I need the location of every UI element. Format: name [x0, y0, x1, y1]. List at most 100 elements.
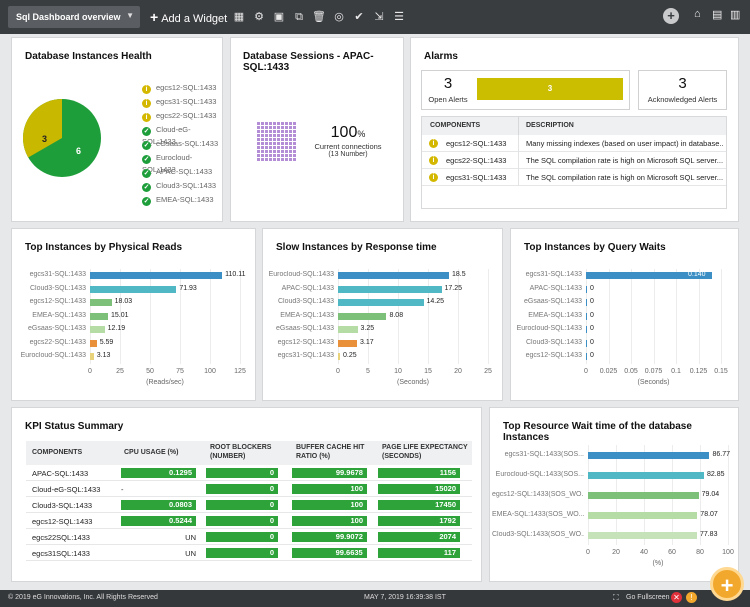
- kpi-header-buffer: BUFFER CACHE HIT RATIO (%): [296, 444, 365, 460]
- kpi-row[interactable]: APAC-SQL:1433 0.1295 0 99.9678 1156: [26, 465, 472, 481]
- alarm-row[interactable]: i egcs22-SQL:1433 The SQL compilation rate…: [422, 152, 726, 169]
- bar-category-label: Eurocloud-SQL:1433: [20, 352, 86, 360]
- legend-item[interactable]: ✓ Cloud-eG-SQL:1433: [142, 124, 222, 146]
- bar[interactable]: [338, 353, 340, 361]
- bar[interactable]: [338, 272, 449, 280]
- alarm-row[interactable]: i egcs31-SQL:1433 The SQL compilation rate…: [422, 169, 726, 186]
- legend-item[interactable]: ✓ Cloud3-SQL:1433: [142, 180, 217, 192]
- add-widget-button[interactable]: + Add a Widget: [150, 9, 227, 25]
- alarms-table-header: COMPONENTS DESCRIPTION: [422, 117, 726, 135]
- legend-label: EMEA-SQL:1433: [156, 195, 214, 204]
- gear-icon[interactable]: ⚙: [254, 11, 264, 23]
- bar[interactable]: [586, 299, 587, 307]
- legend-item[interactable]: i egcs12-SQL:1433: [142, 82, 216, 94]
- bar[interactable]: [338, 326, 358, 334]
- fullscreen-icon[interactable]: ⛶: [613, 593, 619, 602]
- footer-bar: © 2019 eG Innovations, Inc. All Rights R…: [0, 590, 750, 607]
- bar-value-label: 12.19: [107, 325, 126, 333]
- kpi-row[interactable]: egcs31SQL:1433 UN 0 99.6635 117: [26, 545, 472, 561]
- bar[interactable]: [90, 272, 223, 280]
- bar[interactable]: [586, 312, 587, 320]
- share-icon[interactable]: ◎: [334, 11, 344, 23]
- bar-value-label: 3.25: [360, 325, 375, 333]
- footer-timestamp: MAY 7, 2019 16:39:38 IST: [364, 594, 446, 601]
- bar[interactable]: [586, 339, 587, 347]
- bar[interactable]: [338, 285, 442, 293]
- axis-tick-label: 20: [454, 367, 462, 375]
- copyright-text: © 2019 eG Innovations, Inc. All Rights R…: [8, 594, 158, 601]
- bar[interactable]: [90, 312, 108, 320]
- add-widget-fab[interactable]: +: [710, 567, 744, 601]
- report-icon[interactable]: ☰: [394, 11, 404, 23]
- bar-value-label: 8.08: [389, 311, 404, 319]
- root-blockers-bar: 0: [206, 516, 278, 526]
- copy-icon[interactable]: ⧉: [295, 11, 303, 23]
- axis-tick-label: 20: [612, 549, 620, 556]
- bar[interactable]: [586, 353, 587, 361]
- trash-icon[interactable]: 🗑: [312, 11, 326, 23]
- bar[interactable]: [588, 531, 697, 539]
- bar[interactable]: [586, 272, 712, 280]
- kpi-row[interactable]: egcs22SQL:1433 UN 0 99.9072 2074: [26, 529, 472, 545]
- check-circle-icon: ✓: [142, 141, 151, 150]
- add-circle-button[interactable]: +: [663, 8, 679, 24]
- notes-icon[interactable]: ▥: [730, 9, 741, 21]
- kpi-row[interactable]: Cloud3-SQL:1433 0.0803 0 100 17450: [26, 497, 472, 513]
- axis-tick-label: 0.1: [671, 367, 681, 375]
- bar[interactable]: [586, 326, 587, 334]
- bar[interactable]: [588, 491, 699, 499]
- legend-item[interactable]: ✓ EMEA-SQL:1433: [142, 194, 214, 206]
- home-icon[interactable]: ⌂: [694, 8, 701, 20]
- bar-category-label: egcs12-SQL:1433: [29, 298, 86, 306]
- bar[interactable]: [90, 285, 177, 293]
- kpi-summary-panel: KPI Status Summary COMPONENTS CPU USAGE …: [11, 407, 482, 582]
- bar[interactable]: [338, 312, 387, 320]
- bar-value-label: 14.25: [426, 298, 445, 306]
- bar[interactable]: [338, 299, 424, 307]
- document-icon[interactable]: ▤: [712, 9, 723, 21]
- resource-wait-chart: 0 20 40 60 80 100 (%) egcs31-SQL:1433(SOS... 86.…: [490, 408, 740, 583]
- info-circle-icon[interactable]: !: [686, 592, 697, 603]
- axis-tick-label: 125: [234, 367, 246, 375]
- page-life-bar: 17450: [378, 500, 460, 510]
- legend-item[interactable]: ✓ eGsaas-SQL:1433: [142, 138, 219, 150]
- legend-item[interactable]: i egcs31-SQL:1433: [142, 96, 216, 108]
- axis-tick-label: 100: [722, 549, 734, 556]
- layout-icon[interactable]: ▦: [233, 11, 245, 23]
- kpi-component: APAC-SQL:1433: [32, 469, 89, 478]
- bar[interactable]: [90, 326, 105, 334]
- alarm-row[interactable]: i egcs12-SQL:1433 Many missing indexes (ba…: [422, 135, 726, 152]
- dashboard-select[interactable]: Sql Dashboard overview ▼: [8, 6, 140, 28]
- bar[interactable]: [90, 339, 97, 347]
- kpi-row[interactable]: Cloud-eG-SQL:1433 - 0 100 15020: [26, 481, 472, 497]
- bar[interactable]: [588, 451, 710, 459]
- pie-slice-warning[interactable]: [22, 98, 63, 158]
- check-icon[interactable]: ✔: [354, 11, 364, 23]
- open-alerts-box[interactable]: 3 Open Alerts 3: [421, 70, 630, 110]
- go-fullscreen-link[interactable]: Go Fullscreen: [626, 594, 670, 601]
- legend-item[interactable]: ✓ Eurocloud-SQL:1433: [142, 152, 222, 174]
- close-circle-icon[interactable]: ✕: [671, 592, 682, 603]
- page-life-bar: 1792: [378, 516, 460, 526]
- page-life-bar: 15020: [378, 484, 460, 494]
- acknowledged-alerts-box[interactable]: 3 Acknowledged Alerts: [638, 70, 727, 110]
- check-circle-icon: ✓: [142, 155, 151, 164]
- health-pie-chart: 3 6: [22, 98, 101, 177]
- legend-item[interactable]: i egcs22-SQL:1433: [142, 110, 216, 122]
- bar[interactable]: [338, 339, 358, 347]
- bar[interactable]: [586, 285, 587, 293]
- open-alerts-label: Open Alerts: [428, 95, 468, 104]
- image-icon[interactable]: ▣: [273, 11, 285, 23]
- bar[interactable]: [588, 471, 704, 479]
- export-icon[interactable]: ⇲: [374, 11, 384, 23]
- pie-ok-label: 6: [76, 146, 81, 156]
- kpi-row[interactable]: egcs12-SQL:1433 0.5244 0 100 1792: [26, 513, 472, 529]
- legend-label: Cloud3-SQL:1433: [156, 181, 217, 190]
- legend-label: eGsaas-SQL:1433: [156, 139, 219, 148]
- axis-tick-label: 0.025: [599, 367, 618, 375]
- legend-item[interactable]: ✓ APAC-SQL:1433: [142, 166, 212, 178]
- bar[interactable]: [90, 353, 94, 361]
- instances-health-panel: Database Instances Health 3 6 i egcs12-SQ…: [11, 37, 223, 222]
- bar[interactable]: [90, 299, 112, 307]
- bar[interactable]: [588, 511, 698, 519]
